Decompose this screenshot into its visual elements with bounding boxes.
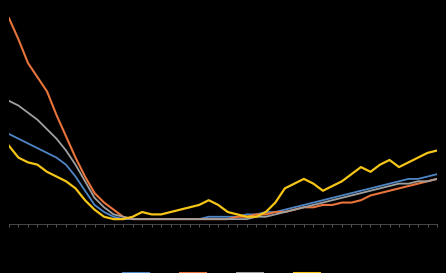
Legend: , , , : , , , (123, 267, 323, 273)
